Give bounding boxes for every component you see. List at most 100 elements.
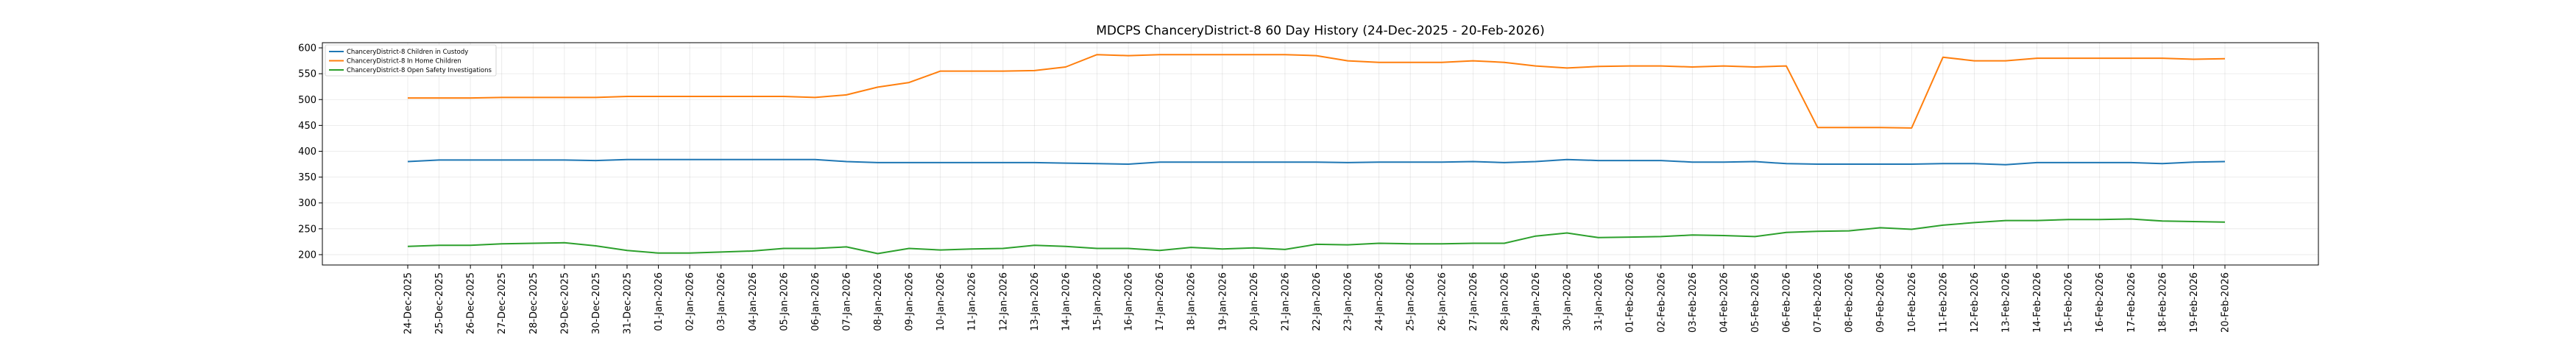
data-point [1095, 247, 1099, 250]
data-point [1314, 54, 1318, 57]
data-point [1941, 55, 1945, 59]
data-point [1033, 160, 1036, 164]
data-point [1346, 243, 1350, 247]
data-point [1314, 160, 1318, 164]
x-tick-label: 17-Jan-2026 [1155, 272, 1166, 331]
data-point [1252, 160, 1256, 164]
data-point [1691, 233, 1694, 237]
data-point [1440, 60, 1443, 64]
x-tick-label: 19-Feb-2026 [2189, 272, 2200, 333]
x-tick-label: 28-Jan-2026 [1499, 272, 1510, 331]
data-point [845, 245, 849, 249]
data-point [1189, 160, 1193, 164]
data-point [1753, 66, 1757, 69]
data-point [1816, 163, 1819, 166]
data-point [1189, 53, 1193, 57]
data-point [2223, 57, 2227, 60]
data-point [1878, 163, 1882, 166]
x-tick-label: 03-Jan-2026 [716, 272, 727, 331]
y-tick-label: 200 [298, 250, 316, 261]
y-tick-label: 250 [298, 224, 316, 235]
x-tick-label: 11-Jan-2026 [967, 272, 978, 331]
data-point [782, 158, 785, 161]
data-point [1753, 160, 1757, 163]
data-point [531, 96, 535, 99]
data-point [1033, 244, 1036, 247]
data-point [970, 160, 974, 164]
data-point [2129, 160, 2133, 164]
data-point [1158, 53, 1161, 57]
data-point [1471, 59, 1475, 63]
data-point [719, 158, 723, 161]
legend-label: ChanceryDistrict-8 Children in Custody [347, 49, 468, 56]
data-point [437, 96, 441, 100]
data-point [1283, 53, 1287, 57]
data-point [1847, 163, 1851, 166]
y-tick-label: 300 [298, 198, 316, 209]
data-point [1910, 163, 1914, 166]
data-point [562, 158, 566, 162]
x-tick-label: 13-Feb-2026 [2001, 272, 2012, 333]
legend-box [325, 44, 497, 77]
data-point [1628, 236, 1632, 239]
series-line-2 [408, 54, 2226, 129]
x-tick-label: 04-Jan-2026 [748, 272, 759, 331]
data-point [1596, 159, 1600, 163]
data-point [2035, 57, 2039, 60]
data-point [845, 93, 849, 96]
x-tick-label: 01-Feb-2026 [1625, 272, 1636, 333]
data-point [751, 95, 754, 99]
data-point [1440, 160, 1443, 164]
data-point [1691, 160, 1694, 164]
data-point [907, 81, 911, 85]
x-tick-label: 30-Jan-2026 [1563, 272, 1574, 331]
x-tick-label: 02-Jan-2026 [685, 272, 696, 331]
x-tick-label: 12-Jan-2026 [998, 272, 1009, 331]
data-point [876, 85, 880, 89]
data-point [594, 244, 598, 248]
y-tick-label: 500 [298, 95, 316, 106]
x-tick-label: 12-Feb-2026 [1970, 272, 1981, 333]
data-point [1095, 162, 1099, 166]
series-lines [407, 53, 2227, 255]
data-point [1220, 160, 1224, 164]
data-point [500, 158, 503, 162]
data-point [1628, 64, 1632, 68]
data-point [500, 242, 503, 246]
x-tick-label: 24-Dec-2025 [403, 272, 414, 334]
data-point [1220, 53, 1224, 57]
data-point [1659, 235, 1663, 238]
data-point [1502, 241, 1506, 245]
data-point [1628, 159, 1632, 163]
data-point [1785, 162, 1788, 166]
y-tick-label: 450 [298, 121, 316, 132]
data-point [1972, 162, 1976, 166]
x-tick-label: 20-Jan-2026 [1249, 272, 1260, 331]
x-tick-label: 17-Feb-2026 [2126, 272, 2137, 333]
data-point [2223, 160, 2227, 163]
data-point [1220, 247, 1224, 251]
data-point [1158, 160, 1161, 164]
grid [322, 43, 2318, 265]
data-point [2035, 219, 2039, 222]
x-tick-label: 16-Feb-2026 [2095, 272, 2106, 333]
data-point [1314, 242, 1318, 246]
data-point [1471, 241, 1475, 245]
data-point [1283, 160, 1287, 164]
data-point [1878, 226, 1882, 230]
data-point [1033, 68, 1036, 72]
data-point [1409, 160, 1412, 164]
y-tick-label: 550 [298, 69, 316, 80]
data-point [1001, 69, 1005, 73]
data-point [1691, 66, 1694, 69]
y-axis: 200 250 300 350 400 450 500 550 600 [298, 43, 322, 261]
data-point [1816, 126, 1819, 130]
data-point [751, 250, 754, 253]
data-point [1377, 60, 1381, 64]
x-tick-label: 18-Jan-2026 [1186, 272, 1197, 331]
x-axis: 24-Dec-2025 25-Dec-2025 26-Dec-2025 27-Dec-… [403, 265, 2232, 334]
x-tick-label: 04-Feb-2026 [1719, 272, 1730, 333]
x-tick-label: 26-Dec-2025 [466, 272, 477, 334]
data-point [1064, 161, 1067, 165]
